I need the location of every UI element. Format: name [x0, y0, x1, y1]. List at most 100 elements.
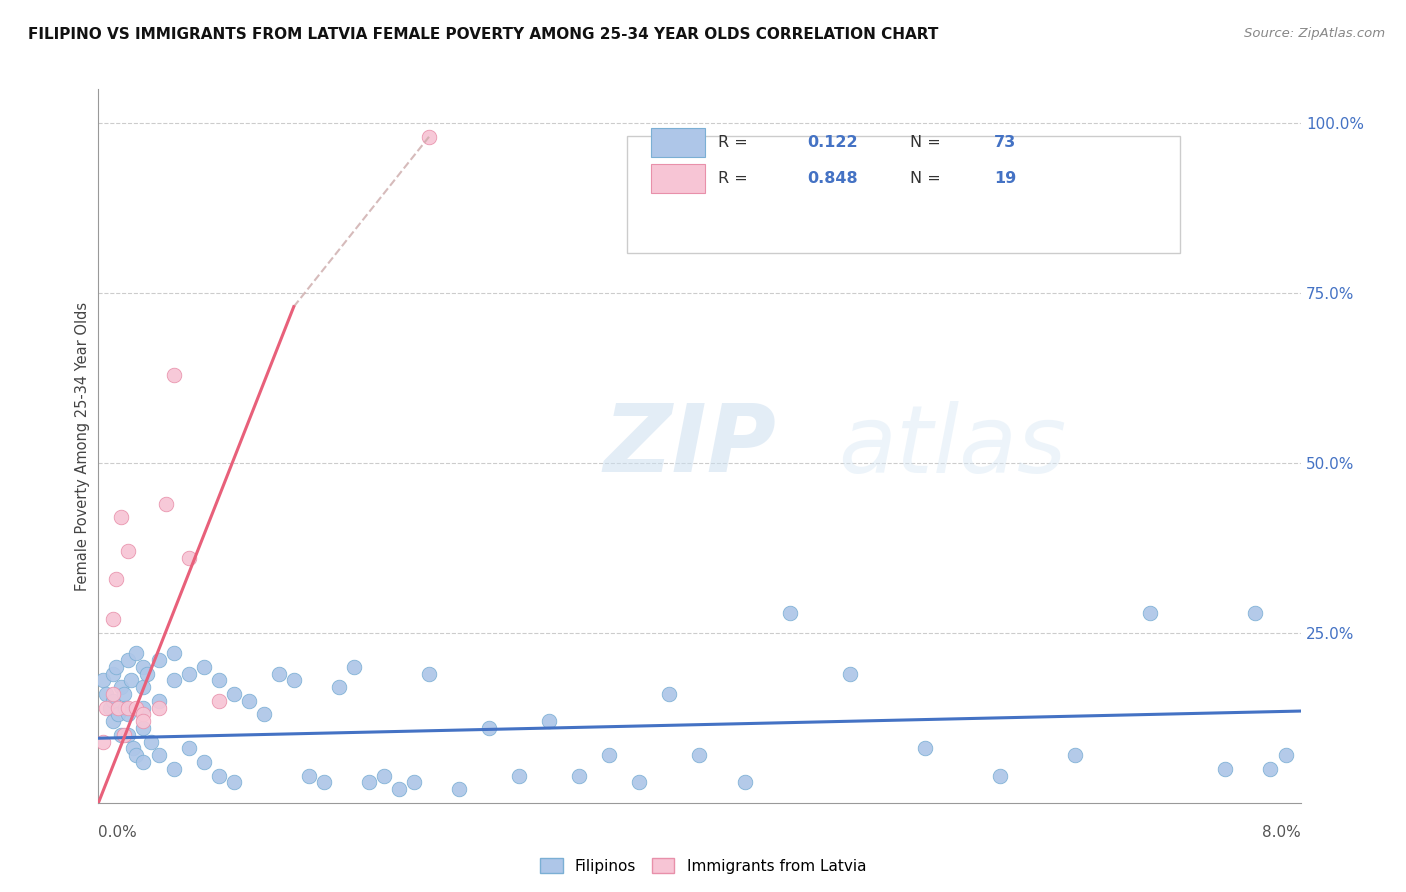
Point: [132, 700, 155, 714]
Point: [125, 646, 148, 660]
Point: [114, 700, 136, 714]
Point: [418, 129, 440, 144]
Point: [373, 769, 395, 783]
Point: [110, 510, 132, 524]
Point: [132, 721, 155, 735]
Point: [110, 680, 132, 694]
Point: [121, 673, 143, 688]
Point: [838, 666, 860, 681]
Point: [122, 741, 145, 756]
Point: [162, 368, 184, 382]
Point: [508, 769, 530, 783]
Point: [162, 646, 184, 660]
Point: [132, 755, 155, 769]
Legend: Filipinos, Immigrants from Latvia: Filipinos, Immigrants from Latvia: [534, 852, 872, 880]
Point: [100, 700, 122, 714]
Point: [155, 497, 177, 511]
Point: [117, 653, 139, 667]
Point: [110, 728, 132, 742]
Point: [177, 551, 200, 566]
Point: [105, 660, 128, 674]
Text: 19: 19: [994, 171, 1017, 186]
Y-axis label: Female Poverty Among 25-34 Year Olds: Female Poverty Among 25-34 Year Olds: [75, 301, 90, 591]
Point: [988, 769, 1011, 783]
Point: [91, 734, 114, 748]
Point: [447, 782, 470, 797]
Point: [402, 775, 425, 789]
Point: [193, 755, 215, 769]
Text: 0.122: 0.122: [807, 136, 858, 150]
Point: [139, 734, 162, 748]
Text: ZIP: ZIP: [603, 400, 776, 492]
Point: [135, 666, 157, 681]
Point: [103, 666, 125, 681]
Point: [117, 707, 139, 722]
Point: [418, 666, 440, 681]
Point: [103, 694, 125, 708]
Point: [312, 775, 335, 789]
Point: [208, 694, 231, 708]
Point: [107, 707, 129, 722]
Point: [628, 775, 651, 789]
Point: [132, 680, 155, 694]
Point: [103, 687, 125, 701]
Point: [112, 728, 135, 742]
Point: [689, 748, 711, 763]
Point: [1260, 762, 1282, 776]
Point: [132, 714, 155, 729]
Text: R =: R =: [717, 136, 752, 150]
Point: [357, 775, 380, 789]
Point: [132, 660, 155, 674]
Text: N =: N =: [910, 136, 946, 150]
FancyBboxPatch shape: [651, 164, 706, 193]
FancyBboxPatch shape: [627, 136, 1181, 253]
Point: [222, 687, 245, 701]
Point: [283, 673, 305, 688]
Point: [105, 572, 128, 586]
Point: [148, 700, 170, 714]
Point: [658, 687, 681, 701]
Point: [148, 694, 170, 708]
Point: [125, 748, 148, 763]
Point: [267, 666, 290, 681]
Point: [112, 687, 135, 701]
Point: [117, 700, 139, 714]
Text: 0.848: 0.848: [807, 171, 858, 186]
Point: [148, 653, 170, 667]
Point: [328, 680, 350, 694]
Point: [478, 721, 501, 735]
Point: [107, 700, 129, 714]
Point: [253, 707, 276, 722]
Point: [117, 728, 139, 742]
Point: [1064, 748, 1087, 763]
Point: [94, 687, 117, 701]
Point: [94, 700, 117, 714]
Text: Source: ZipAtlas.com: Source: ZipAtlas.com: [1244, 27, 1385, 40]
Point: [193, 660, 215, 674]
Text: N =: N =: [910, 171, 946, 186]
Point: [208, 769, 231, 783]
Text: R =: R =: [717, 171, 752, 186]
Text: 8.0%: 8.0%: [1261, 825, 1301, 840]
Text: FILIPINO VS IMMIGRANTS FROM LATVIA FEMALE POVERTY AMONG 25-34 YEAR OLDS CORRELAT: FILIPINO VS IMMIGRANTS FROM LATVIA FEMAL…: [28, 27, 938, 42]
Point: [914, 741, 936, 756]
Point: [208, 673, 231, 688]
Text: 0.0%: 0.0%: [98, 825, 138, 840]
Point: [734, 775, 756, 789]
Point: [343, 660, 366, 674]
Point: [125, 700, 148, 714]
Point: [1274, 748, 1296, 763]
Point: [103, 612, 125, 626]
Point: [148, 748, 170, 763]
Point: [238, 694, 260, 708]
Point: [117, 544, 139, 558]
Point: [222, 775, 245, 789]
Text: atlas: atlas: [838, 401, 1066, 491]
FancyBboxPatch shape: [651, 128, 706, 157]
Point: [779, 606, 801, 620]
Point: [538, 714, 561, 729]
Point: [177, 741, 200, 756]
Point: [1244, 606, 1267, 620]
Text: 73: 73: [994, 136, 1017, 150]
Point: [598, 748, 620, 763]
